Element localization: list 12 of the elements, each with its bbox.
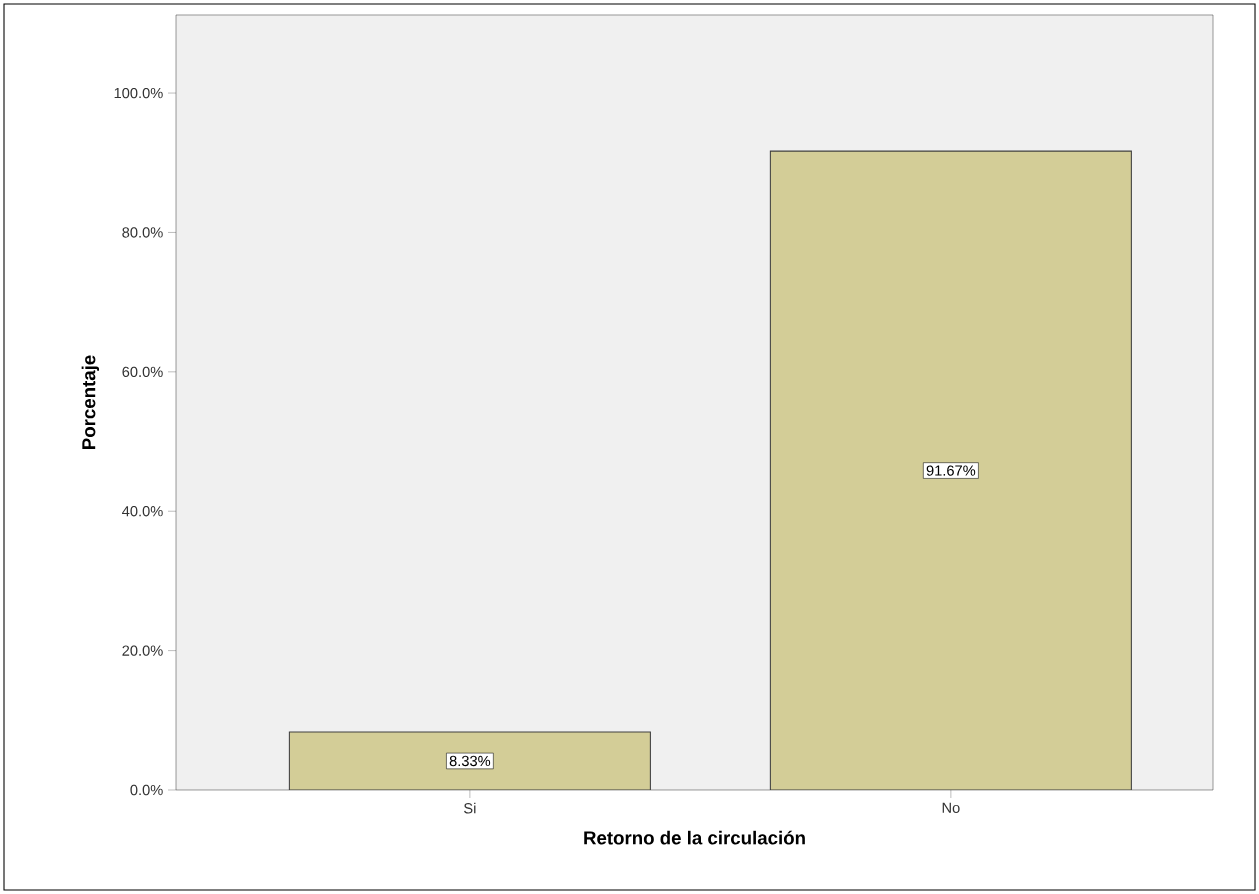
data-label: 8.33% [449,755,491,767]
x-axis-title: Retorno de la circulación [584,830,805,845]
y-tick-label: 20.0% [122,645,163,656]
y-tick-label: 100.0% [114,87,163,99]
x-tick-label: Si [464,802,476,814]
y-tick-label: 40.0% [122,506,163,517]
x-tick-label: No [942,802,960,813]
y-axis-title: Porcentaje [81,355,100,449]
data-label: 91.67% [926,465,976,476]
y-tick-label: 60.0% [122,366,163,378]
y-tick-label: 80.0% [122,227,163,238]
y-tick-label: 0.0% [130,784,163,796]
